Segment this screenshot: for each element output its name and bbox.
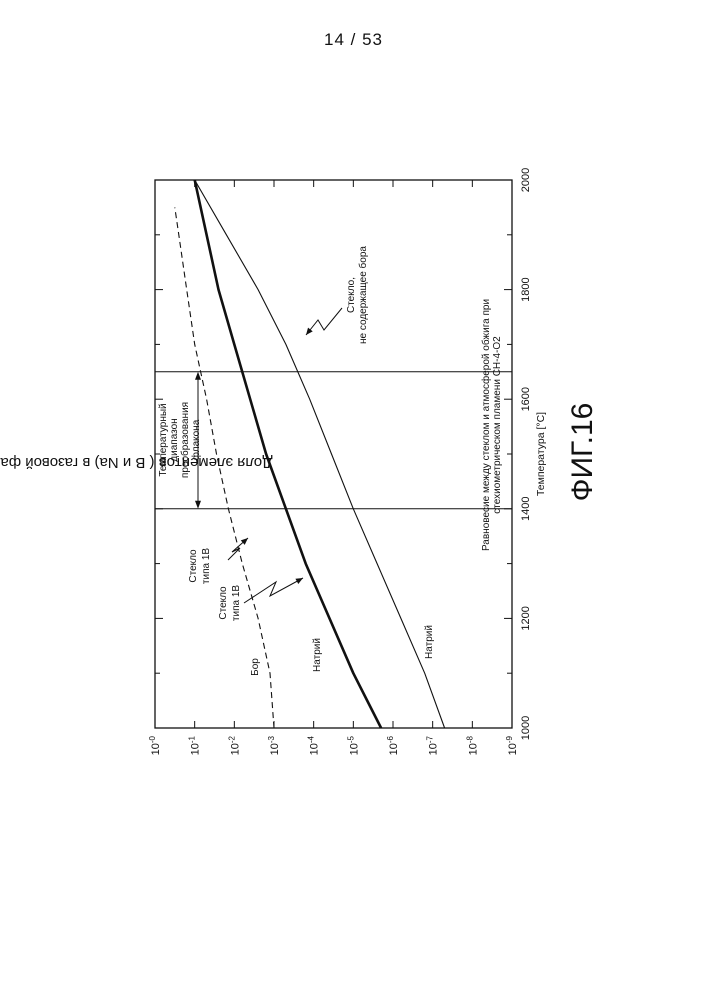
glass-boron-free-arrow-head: [306, 328, 313, 335]
x-axis-title: Температура [°C]: [535, 412, 547, 496]
y-tick-label: 10-9: [505, 735, 519, 755]
series-layer: [175, 180, 445, 728]
x-tick-label: 2000: [520, 168, 532, 192]
plot-frame: [155, 180, 512, 728]
y-tick-label: 10-2: [227, 735, 241, 755]
y-tick-label: 10-7: [426, 735, 440, 755]
y-tick-label: 10-3: [267, 735, 281, 755]
x-tick-label: 1200: [520, 606, 532, 630]
equilibrium-note: Равновесие между стеклом и атмосферой об…: [480, 299, 503, 551]
y-tick-label: 10-0: [148, 735, 162, 755]
range-arrow-head: [195, 501, 201, 509]
y-tick-label: 10-5: [346, 735, 360, 755]
plot-border: [155, 180, 512, 728]
y-tick-label: 10-1: [188, 735, 202, 755]
y-tick-label: 10-8: [465, 735, 479, 755]
y-tick-label: 10-6: [386, 735, 400, 755]
y-axis-title: Доля элементов ( B и Na) в газовой фазе: [0, 454, 272, 471]
y-tick-label: 10-4: [307, 735, 321, 755]
label-sodium-bold: Натрий: [312, 638, 323, 672]
label-boron: Бор: [250, 658, 261, 676]
figure-label: ФИГ.16: [566, 403, 599, 502]
x-tick-label: 1800: [520, 277, 532, 301]
glass-boron-free-label: Стекло,не содержащее бора: [346, 246, 369, 344]
x-tick-label: 1000: [520, 716, 532, 740]
series-line-bold: [195, 180, 381, 728]
axis-layer: 10-0 10-1 10-2 10-3 10-4 10-5 10-6 10-7 10-8 10-9…: [0, 168, 547, 756]
range-arrow-head: [195, 372, 201, 380]
x-tick-label: 1400: [520, 497, 532, 521]
x-tick-label: 1600: [520, 387, 532, 411]
label-sodium-thin: Натрий: [424, 625, 435, 659]
range-lines: [155, 372, 512, 509]
glass-1b-label-bottom: Стеклотипа 1В: [218, 585, 242, 621]
glass-1b-label-top: Стеклотипа 1В: [188, 548, 212, 584]
